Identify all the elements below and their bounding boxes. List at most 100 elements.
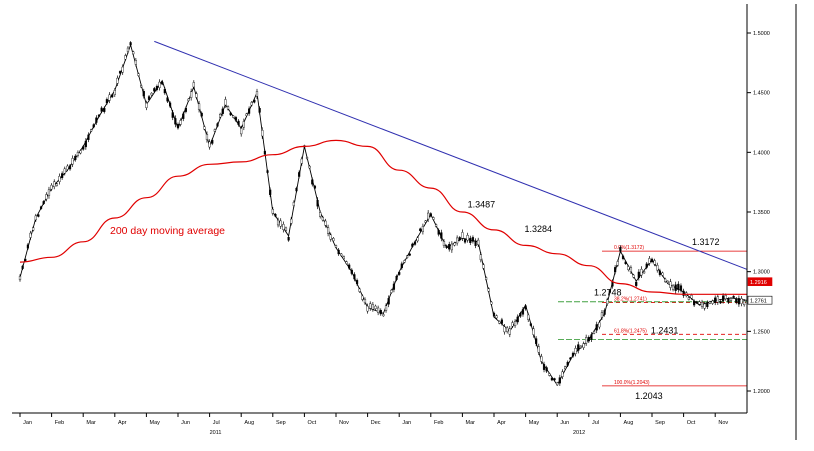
candle-body [276,219,280,226]
candle-body [179,120,182,125]
series-group [18,40,747,386]
candle-body [434,224,438,227]
candle-body [640,268,643,276]
candle-body [355,280,359,285]
price-annotation: 1.3487 [468,200,496,210]
candle-body [598,322,601,328]
candle-body [89,129,93,132]
candle-body [118,71,122,74]
candle-body [716,296,719,303]
candle-body [282,224,285,230]
year-label: 2012 [573,430,585,436]
candle-body [595,324,598,331]
candle-body [34,215,37,221]
candle-body [377,307,380,313]
candle-body [350,269,353,274]
candle-body [511,322,514,327]
candle-body [471,237,475,242]
candle-body [374,305,377,310]
candle-body [21,265,24,269]
x-tick-label: Aug [244,420,254,426]
candle-body [561,371,564,377]
candle-body [319,212,322,217]
candle-body [145,102,148,108]
candle-body [479,254,482,261]
candle-body [337,249,340,255]
candle-body [100,107,103,112]
candle-body [71,158,74,165]
candle-body [32,227,35,231]
candle-body [255,91,259,97]
x-tick-label: Aug [624,420,634,426]
candle-body [379,310,382,315]
candle-body [213,129,216,132]
candle-body [532,328,535,335]
candle-body [76,151,80,156]
candle-body [240,128,243,135]
x-tick-label: Jan [23,420,32,426]
candle-body [390,289,393,293]
candle-body [24,258,27,262]
candle-body [406,255,409,259]
candle-body [427,212,430,220]
y-tick-label: 1.3000 [753,270,770,276]
candle-body [45,194,48,200]
candle-body [308,165,311,169]
candle-body [477,239,480,245]
candle-body [682,290,685,296]
candle-body [95,117,98,123]
candle-body [187,98,190,101]
candle-body [403,260,406,263]
candle-body [424,220,427,223]
axes-group: 1.2000 1.2500 1.3000 1.3500 1.4000 1.4500 1.50… [12,4,797,440]
candle-body [448,244,451,250]
price-marker-box [747,295,773,305]
candle-body [200,112,203,117]
price-annotation: 1.2043 [635,391,663,401]
candle-body [168,102,172,107]
candle-body [158,81,161,88]
candle-body [161,81,164,85]
candle-body [39,206,43,209]
candle-body [571,352,575,357]
candle-body [661,272,664,276]
candle-body [719,300,722,304]
x-tick-label: Apr [497,420,506,426]
candle-body [79,150,82,154]
candle-body [645,263,648,268]
candle-body [714,297,717,303]
candle-body [116,77,119,84]
annotations-group: 1.3487 1.3284 1.2748 1.2431 1.2043 1.3172 [468,200,720,401]
x-tick-label: May [529,420,540,426]
candle-body [421,226,424,232]
candle-body [290,218,293,224]
candle-body [242,121,245,128]
candle-body [37,214,40,217]
candle-body [313,185,317,189]
candle-body [729,298,733,301]
candle-body [492,312,496,317]
candle-body [629,267,633,273]
x-tick-label: Jan [402,420,411,426]
candle-body [384,305,388,311]
trendline [154,40,747,270]
y-tick-label: 1.2500 [753,329,770,335]
candle-body [708,301,712,304]
candle-body [706,302,709,308]
candle-body [274,213,277,217]
candle-body [698,301,701,305]
candle-body [269,189,272,195]
candle-body [66,165,69,170]
candle-body [324,220,327,226]
y-tick-label: 1.4500 [753,91,770,97]
candle-body [53,181,56,187]
candle-body [353,274,356,280]
candle-body [371,304,374,310]
candle-body [97,114,101,117]
candle-body [737,298,740,305]
candle-body [250,102,253,106]
x-tick-label: Nov [718,420,728,426]
candle-body [295,187,298,192]
candle-body [348,264,351,269]
